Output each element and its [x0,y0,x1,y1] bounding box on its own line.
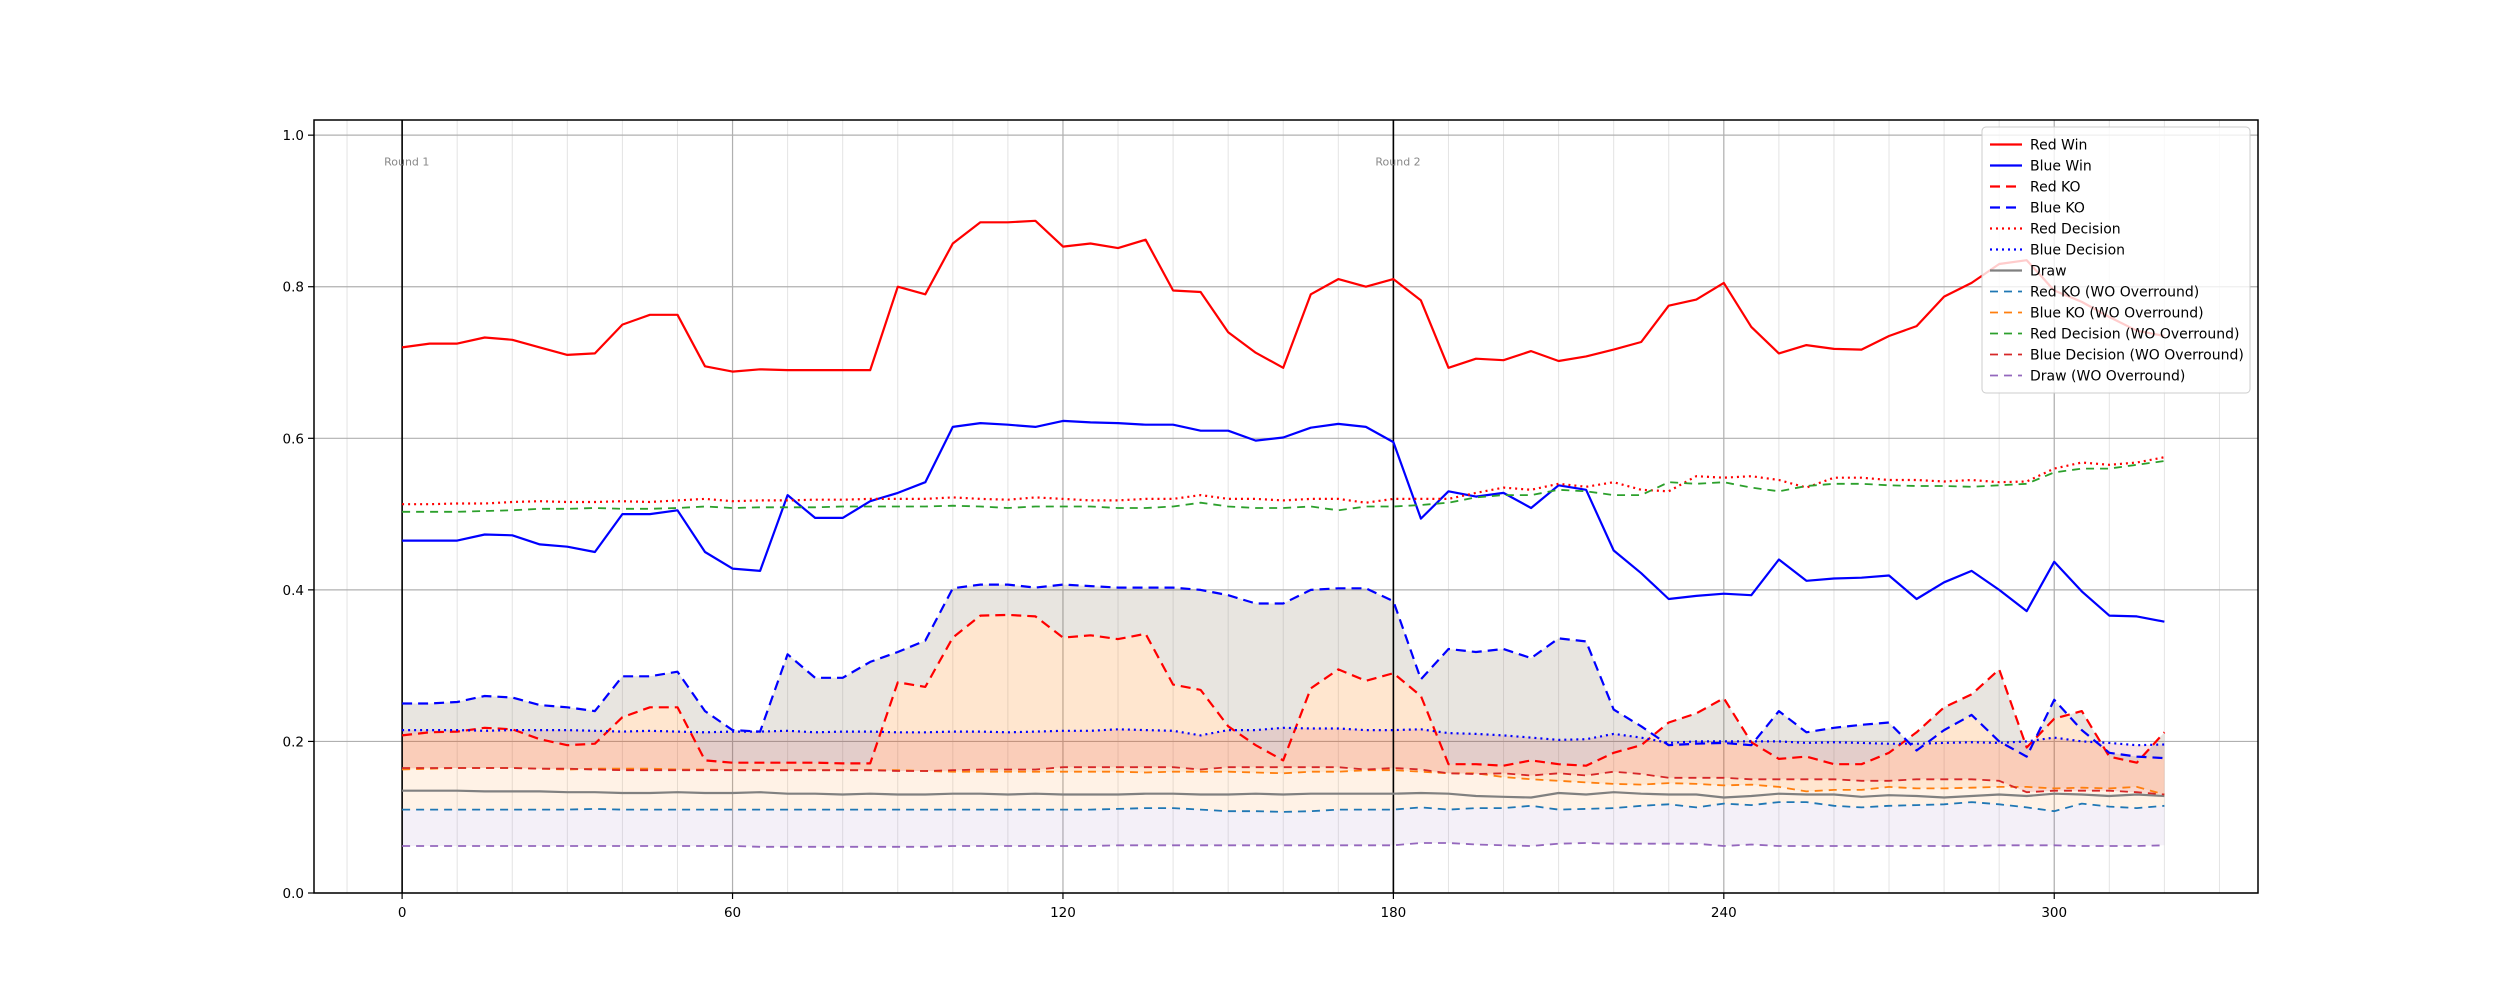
series-line-red-win [401,219,2165,373]
series-line-red-decision-wo-overround [402,460,2165,513]
y-tick-label: 0.6 [283,431,304,447]
legend-label: Draw [2030,264,2067,280]
legend: Red Win Blue Win Red KO Blue KO Red Decision… [1981,126,2251,394]
fill-between-red-ko-wo-overround [402,802,2165,847]
series-line-draw [402,789,2165,799]
round-annotations: Round 1 Round 2 [384,156,1421,169]
plot-frame [313,119,2259,894]
y-tick-label: 1.0 [283,128,304,144]
series-line-blue-ko [402,583,2165,760]
axis-ticks: 0 60 120 180 240 300 0.0 0.2 0.4 0.6 0.8 1.0 [283,128,2068,921]
round-lines [401,120,1395,893]
legend-label: Red Decision [2030,222,2121,238]
x-tick-label: 300 [2041,905,2067,921]
series-line-blue-ko-wo-overround [402,767,2165,796]
legend-box [1981,126,2251,394]
y-tick-label: 0.0 [283,886,304,902]
series-line-blue-decision [402,726,2165,747]
round-annotation: Round 2 [1375,156,1420,169]
fill-between-red-ko [402,614,2165,812]
legend-label: Blue Decision (WO Overround) [2030,348,2244,364]
x-tick-label: 180 [1380,905,1406,921]
y-tick-label: 0.4 [283,583,304,599]
series-line-red-ko [401,613,2166,767]
series-line-red-decision [402,456,2165,506]
series-line-blue-win [402,419,2165,623]
fill-areas [402,584,2165,847]
x-tick-label: 120 [1050,905,1076,921]
legend-label: Draw (WO Overround) [2030,369,2185,385]
x-tick-label: 0 [398,905,407,921]
legend-label: Red KO [2030,180,2080,196]
x-tick-label: 60 [724,905,741,921]
fill-between-blue-ko [402,584,2165,795]
legend-label: Red KO (WO Overround) [2030,285,2199,301]
legend-label: Red Decision (WO Overround) [2030,327,2239,343]
series-lines [401,219,2166,848]
fill-between-blue-ko [402,584,2165,766]
x-tick-label: 240 [1711,905,1737,921]
series-line-red-ko-wo-overround [402,801,2165,813]
legend-label: Blue Win [2030,159,2092,175]
y-tick-label: 0.2 [283,734,304,750]
legend-label: Blue KO [2030,201,2085,217]
legend-label: Red Win [2030,138,2087,154]
legend-label: Blue KO (WO Overround) [2030,306,2204,322]
y-tick-label: 0.8 [283,280,304,296]
legend-label: Blue Decision [2030,243,2125,259]
series-line-blue-decision-wo-overround [402,766,2165,796]
round-annotation: Round 1 [384,156,429,169]
